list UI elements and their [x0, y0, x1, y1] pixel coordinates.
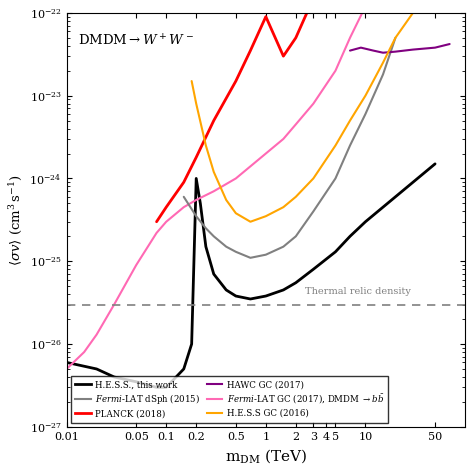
X-axis label: $\mathrm{m}_\mathrm{DM}$ (TeV): $\mathrm{m}_\mathrm{DM}$ (TeV) [225, 447, 307, 465]
Legend: H.E.S.S., this work, $\it{Fermi}$-LAT dSph (2015), PLANCK (2018), HAWC GC (2017): H.E.S.S., this work, $\it{Fermi}$-LAT dS… [71, 376, 388, 422]
Text: $\mathrm{DMDM} \rightarrow W^+W^-$: $\mathrm{DMDM} \rightarrow W^+W^-$ [78, 34, 194, 49]
Text: Thermal relic density: Thermal relic density [305, 287, 411, 296]
Y-axis label: $\langle\sigma v\rangle\ (\mathrm{cm^3\,s^{-1}})$: $\langle\sigma v\rangle\ (\mathrm{cm^3\,… [7, 174, 24, 266]
